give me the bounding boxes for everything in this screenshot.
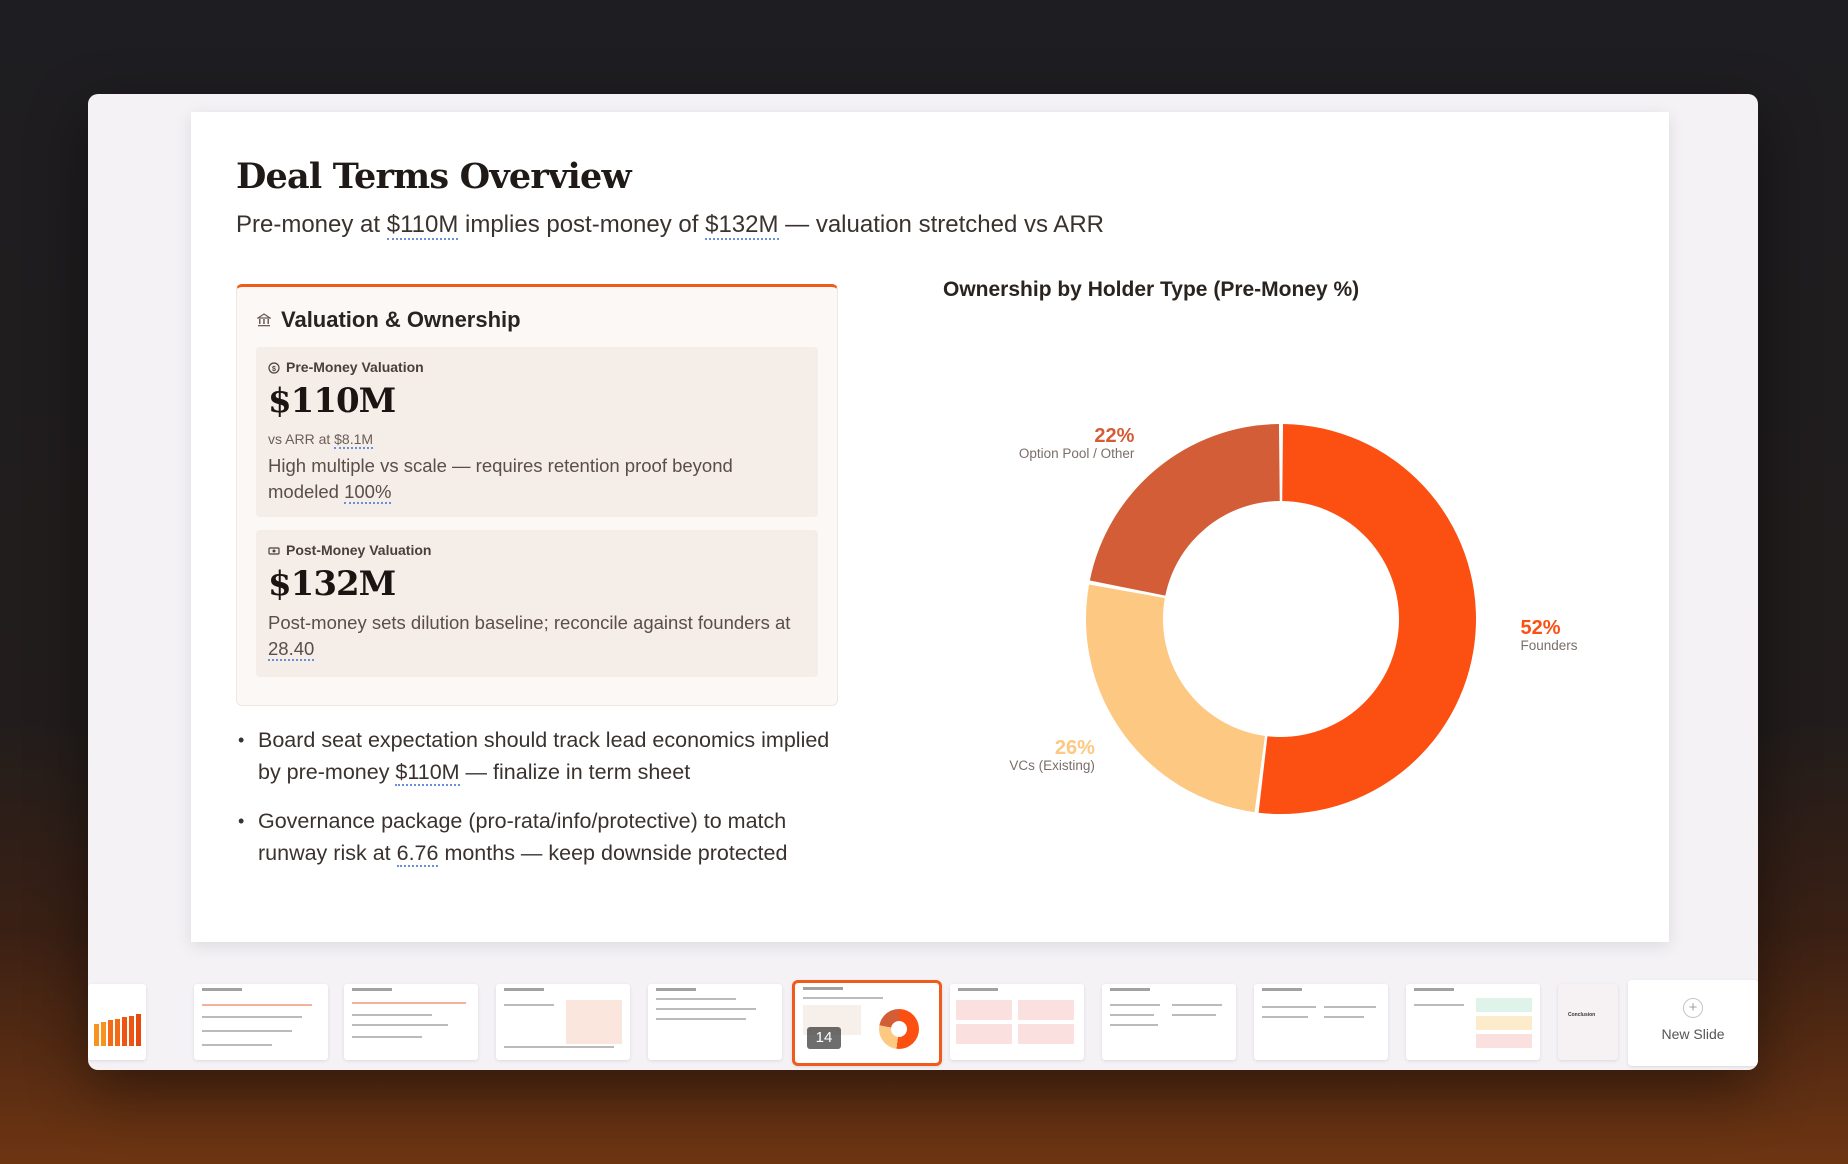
pre-money-note-text: High multiple vs scale — requires retent… [268,455,733,502]
subtitle-text-pre: Pre-money at [236,211,387,238]
svg-text:$: $ [272,366,276,373]
slice-percent-label: 26% [1055,737,1095,759]
subtitle-post-money-value: $132M [705,211,779,240]
slide-number-badge: 14 [807,1027,841,1049]
pre-money-note: High multiple vs scale — requires retent… [268,453,798,505]
post-money-label-text: Post-Money Valuation [286,542,432,558]
card-header-label: Valuation & Ownership [281,307,521,332]
slide-thumbnail[interactable] [648,984,782,1060]
slice-percent-label: 22% [1094,425,1134,447]
donut-slice-option-pool-other[interactable] [1089,424,1280,596]
post-money-note: Post-money sets dilution baseline; recon… [268,610,798,662]
presentation-window: Deal Terms Overview Pre-money at $110M i… [88,94,1758,1070]
bullet-item[interactable]: • Board seat expectation should track le… [236,724,856,788]
slide-filmstrip: 14 Conclusion + New Slide [88,942,1758,1070]
valuation-card: Valuation & Ownership $ Pre-Money Valuat… [236,284,838,706]
pre-money-arr: vs ARR at $8.1M [268,431,374,449]
slide-thumbnail[interactable] [1102,984,1236,1060]
post-money-value: $132M [268,564,396,604]
bullet-value: 6.76 [396,841,439,867]
slice-percent-label: 52% [1521,617,1561,639]
slide-thumbnail[interactable] [344,984,478,1060]
retention-value: 100% [344,481,392,504]
arr-value: $8.1M [334,431,374,449]
bullet-dot: • [238,811,245,831]
post-money-note-text: Post-money sets dilution baseline; recon… [268,612,791,633]
slide-thumbnail[interactable] [194,984,328,1060]
donut-slice-founders[interactable] [1258,424,1476,814]
slide-thumbnail[interactable] [950,984,1084,1060]
donut-chart[interactable]: 52%Founders 26%VCs (Existing) 22%Option Po… [931,342,1631,862]
slice-name-label: Option Pool / Other [1019,446,1135,461]
slide-canvas[interactable]: Deal Terms Overview Pre-money at $110M i… [191,112,1669,942]
slide-thumbnail[interactable] [88,984,146,1060]
post-money-label: Post-Money Valuation [268,542,431,558]
thumbnail-title: Conclusion [1568,1012,1596,1018]
slice-name-label: VCs (Existing) [1009,758,1095,773]
card-header: Valuation & Ownership [257,307,521,333]
arr-prefix: vs ARR at [268,431,335,447]
slide-thumbnail-active[interactable]: 14 [792,980,942,1066]
new-slide-label: New Slide [1661,1026,1725,1042]
pre-money-label: $ Pre-Money Valuation [268,359,424,375]
plus-icon: + [1683,998,1703,1018]
slide-thumbnail[interactable] [1406,984,1540,1060]
post-money-metric: Post-Money Valuation $132M Post-money se… [256,530,818,677]
bullet-text-post: — finalize in term sheet [459,760,691,784]
bullet-text-pre: Board seat expectation should track lead… [258,728,830,784]
slice-name-label: Founders [1521,638,1578,653]
dollar-circle-icon: $ [268,361,280,374]
bullet-item[interactable]: • Governance package (pro-rata/info/prot… [236,805,856,869]
slide-thumbnail[interactable] [1254,984,1388,1060]
pre-money-metric: $ Pre-Money Valuation $110M vs ARR at $8… [256,347,818,517]
bullet-text-pre: Governance package (pro-rata/info/protec… [258,809,787,865]
slide-subtitle[interactable]: Pre-money at $110M implies post-money of… [236,211,1104,240]
money-icon [268,544,280,556]
new-slide-button[interactable]: + New Slide [1628,980,1758,1066]
bullet-list: • Board seat expectation should track le… [236,724,856,886]
pre-money-value: $110M [268,381,396,421]
slide-title[interactable]: Deal Terms Overview [236,156,632,197]
pre-money-label-text: Pre-Money Valuation [286,359,424,375]
bullet-text-post: months — keep downside protected [438,841,788,865]
bank-icon [257,313,271,327]
donut-slice-vcs-existing[interactable] [1086,584,1265,813]
founders-baseline-value: 28.40 [268,638,315,661]
subtitle-text-mid: implies post-money of [458,211,706,238]
slide-thumbnail[interactable]: Conclusion [1558,984,1618,1060]
chart-title[interactable]: Ownership by Holder Type (Pre-Money %) [943,278,1360,301]
subtitle-pre-money-value: $110M [386,211,459,240]
bullet-dot: • [238,730,245,750]
slide-thumbnail[interactable] [496,984,630,1060]
subtitle-text-post: — valuation stretched vs ARR [778,211,1104,238]
bullet-value: $110M [395,760,460,786]
